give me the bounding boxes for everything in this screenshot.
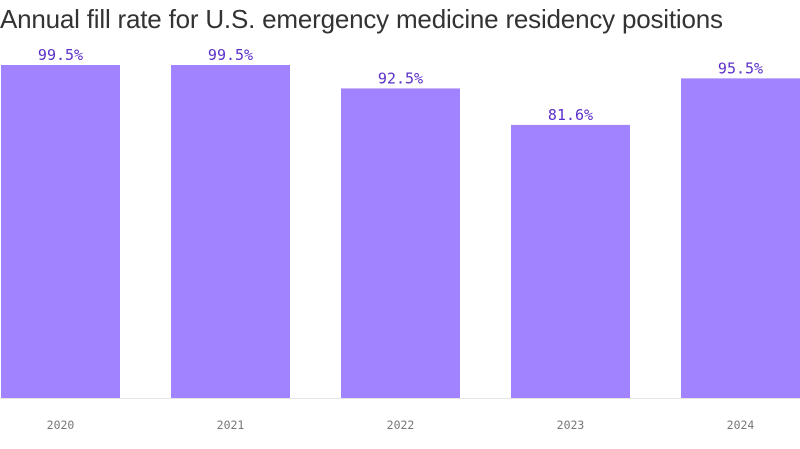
x-tick-label-2022: 2022 [387, 418, 415, 432]
bar-2024 [681, 78, 800, 398]
bar-value-label-2022: 92.5% [378, 69, 423, 87]
bar-value-label-2020: 99.5% [38, 46, 83, 64]
x-tick-label-2024: 2024 [727, 418, 755, 432]
bar-2023 [511, 124, 630, 399]
bar-2020 [1, 65, 120, 398]
chart-title: Annual fill rate for U.S. emergency medi… [0, 4, 723, 34]
bar-value-label-2023: 81.6% [548, 106, 593, 124]
x-tick-labels: 2020 2021 2022 2023 2024 [47, 418, 755, 432]
bar-value-label-2021: 99.5% [208, 46, 253, 64]
bar-2021 [171, 65, 290, 398]
bars-group [1, 65, 800, 399]
x-tick-label-2021: 2021 [217, 418, 245, 432]
bar-value-label-2024: 95.5% [718, 59, 763, 77]
bar-2022 [341, 88, 460, 399]
x-tick-label-2020: 2020 [47, 418, 75, 432]
bar-value-labels: 99.5% 99.5% 92.5% 81.6% 95.5% [38, 46, 763, 124]
x-tick-label-2023: 2023 [557, 418, 585, 432]
